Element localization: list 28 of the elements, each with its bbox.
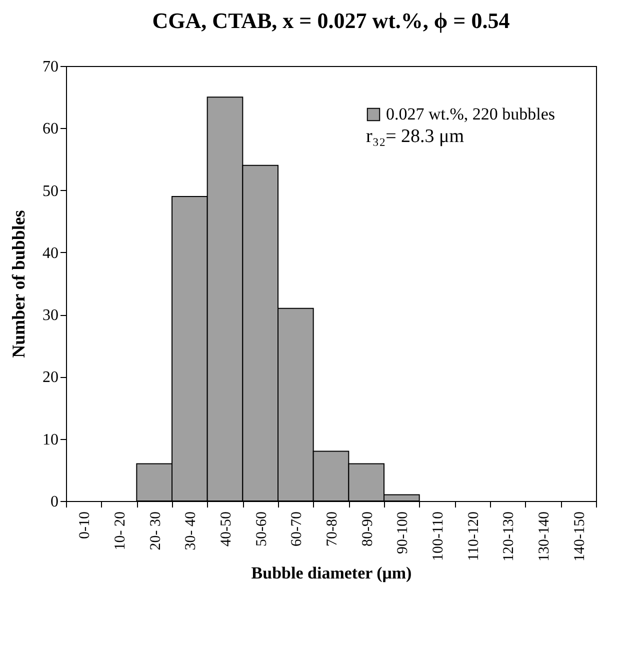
x-tick-label: 110-120 [466, 512, 482, 561]
y-tick-label: 0 [50, 494, 58, 510]
y-tick-label: 30 [42, 307, 58, 324]
chart-title: CGA, CTAB, x = 0.027 wt.%, ϕ = 0.54 [152, 8, 510, 33]
x-tick-label: 20- 30 [148, 512, 164, 550]
x-tick-label: 80-90 [360, 512, 376, 546]
x-tick-label: 40-50 [218, 512, 234, 546]
x-tick-label: 50-60 [254, 512, 270, 546]
y-tick-label: 10 [42, 431, 58, 448]
x-tick-label: 10- 20 [112, 512, 128, 550]
y-tick-label: 50 [42, 182, 58, 200]
x-tick-label: 100-110 [430, 512, 446, 561]
x-axis-title: Bubble diameter (μm) [251, 563, 412, 582]
x-tick-label: 60-70 [289, 512, 306, 546]
x-tick-label: 90-100 [395, 512, 412, 554]
y-axis-title: Number of bubbles [8, 210, 28, 358]
x-tick-label: 70-80 [324, 512, 340, 546]
y-tick-label: 70 [42, 58, 58, 76]
y-tick-label: 40 [42, 244, 58, 262]
y-tick-label: 60 [42, 120, 58, 138]
x-tick-label: 140-150 [572, 512, 588, 562]
annotation: r₃₂= 28.3 μm [366, 126, 464, 147]
x-tick-label: 0-10 [77, 512, 94, 539]
legend-label: 0.027 wt.%, 220 bubbles [386, 104, 556, 124]
x-tick-label: 30- 40 [183, 512, 200, 550]
y-tick-label: 20 [42, 369, 58, 386]
x-tick-label: 120-130 [501, 512, 518, 562]
x-tick-label: 130-140 [536, 512, 552, 562]
